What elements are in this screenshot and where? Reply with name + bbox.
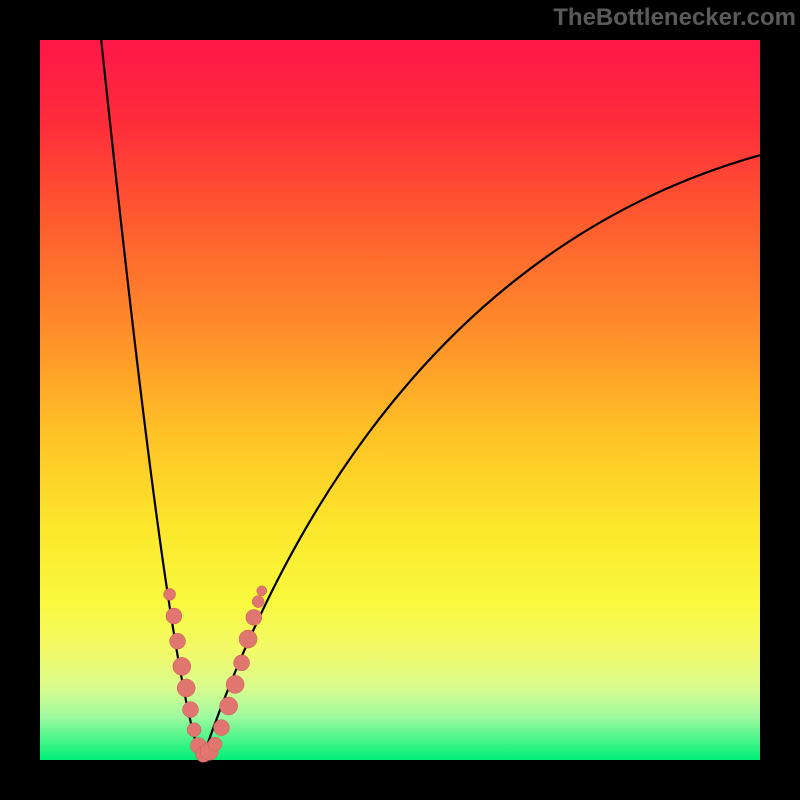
data-marker bbox=[213, 720, 229, 736]
data-marker bbox=[182, 702, 198, 718]
data-marker bbox=[164, 588, 176, 600]
data-marker bbox=[177, 679, 195, 697]
data-marker bbox=[257, 586, 267, 596]
curve-right bbox=[202, 155, 760, 760]
data-marker bbox=[246, 609, 262, 625]
data-marker bbox=[226, 675, 244, 693]
data-marker bbox=[208, 737, 222, 751]
chart-svg bbox=[0, 0, 800, 800]
data-marker bbox=[239, 630, 257, 648]
chart-frame: TheBottlenecker.com bbox=[0, 0, 800, 800]
data-marker bbox=[220, 697, 238, 715]
data-marker bbox=[170, 633, 186, 649]
data-marker bbox=[166, 608, 182, 624]
watermark-text: TheBottlenecker.com bbox=[553, 4, 796, 32]
data-marker bbox=[252, 596, 264, 608]
data-marker bbox=[187, 723, 201, 737]
data-marker bbox=[234, 655, 250, 671]
data-marker bbox=[173, 657, 191, 675]
curve-left bbox=[101, 40, 202, 760]
